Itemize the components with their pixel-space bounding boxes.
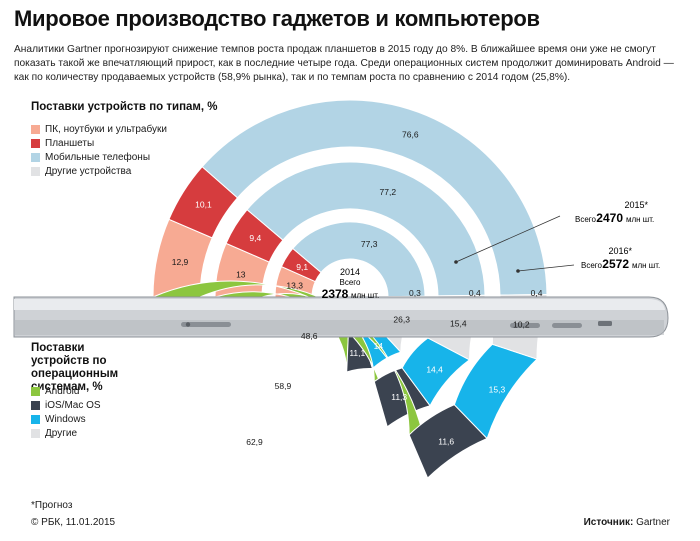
footnote: *Прогноз [31,500,73,511]
legend-swatch [31,125,40,134]
label-2014-windows: 14 [374,341,384,351]
legend-item-os_other: Другие [31,428,101,442]
legend-item-ios: iOS/Mac OS [31,400,101,414]
total-2015-dot [454,260,458,264]
label-2016-os_other: 10,2 [513,320,530,330]
tablet-button-1 [510,323,540,328]
copyright: © РБК, 11.01.2015 [31,517,116,528]
total-2015-value: 2470 [596,211,623,225]
label-2015-os_other: 15,4 [450,319,467,329]
device-type-rings [152,99,548,298]
legend-swatch [31,415,40,424]
label-2015-tablet: 9,4 [249,233,261,243]
label-2015-ios: 11,3 [391,392,407,402]
tablet-frame [13,296,669,338]
total-2014-label: Всего [340,278,362,287]
label-2015-mobile: 77,2 [380,187,397,197]
tablet-volume-key [181,322,231,327]
label-2014-pc: 13,3 [286,280,303,290]
legend-swatch [31,401,40,410]
total-2016-value: 2572 [602,257,629,271]
label-2015-pc: 13 [236,269,246,279]
legend-label: Другие [45,428,78,439]
totals: 2014 Всего 2378 млн шт. 2015* Всего 2470… [322,200,661,301]
legend-item-mobile: Мобильные телефоны [31,152,167,166]
label-2015-other: 0,4 [469,288,481,298]
label-2014-os_other: 26,3 [393,315,410,325]
label-2016-other: 0,4 [531,288,543,298]
legend-label: Windows [45,414,86,425]
device-types-legend: ПК, ноутбуки и ультрабуки Планшеты Мобильн… [31,124,167,180]
segment-2016-mobile [201,99,548,296]
device-types-title: Поставки устройств по типам, % [31,101,218,113]
total-2016-year: 2016* [608,246,632,256]
page-title: Мировое производство гаджетов и компьюте… [14,6,540,31]
total-2016-dot [516,269,520,273]
label-2016-android: 62,9 [246,437,263,447]
os-legend: Android iOS/Mac OS Windows Другие [31,386,101,442]
legend-label: iOS/Mac OS [45,400,101,411]
segment-2015-mobile [246,161,486,297]
ring-labels: 13,3 9,1 77,3 0,3 13 9,4 77,2 0,4 12,9 10,1 76,6 0,… [172,129,543,447]
total-2016-unit: млн шт. [632,261,660,270]
total-2014-year: 2014 [340,267,360,277]
label-2014-android: 48,6 [301,331,318,341]
label-2014-tablet: 9,1 [296,262,308,272]
legend-item-other: Другие устройства [31,166,167,180]
legend-label: ПК, ноутбуки и ультрабуки [45,124,167,135]
label-2016-pc: 12,9 [172,257,189,267]
tablet-camera [185,322,191,327]
legend-item-windows: Windows [31,414,101,428]
total-2016-leader [517,264,575,272]
label-2016-tablet: 10,1 [195,199,212,209]
segment-2014-mobile [292,221,426,298]
label-2016-windows: 15,3 [489,384,506,394]
legend-label: Android [45,386,80,397]
label-2015-windows: 14,4 [426,365,443,375]
tablet-button-2 [552,323,582,328]
tablet-port [598,321,612,326]
total-2014-value: 2378 [322,287,349,301]
legend-label: Планшеты [45,138,95,149]
legend-label: Другие устройства [45,166,132,177]
label-2015-android: 58,9 [275,381,292,391]
label-2016-ios: 11,6 [438,436,454,446]
total-2015-year: 2015* [624,200,648,210]
legend-item-android: Android [31,386,101,400]
legend-item-tablet: Планшеты [31,138,167,152]
legend-swatch [31,153,40,162]
source-value: Gartner [636,517,670,528]
label-2014-ios: 11,1 [349,348,365,358]
label-2014-mobile: 77,3 [361,239,378,249]
source: Источник: Gartner [584,517,670,528]
legend-item-pc: ПК, ноутбуки и ультрабуки [31,124,167,138]
legend-swatch [31,429,40,438]
total-2015-label: Всего [575,215,597,224]
legend-swatch [31,387,40,396]
os-title: Поставки устройств по операционным систе… [31,342,119,393]
label-2014-other: 0,3 [409,288,421,298]
tablet-highlight [14,299,665,310]
total-2015-leader [455,215,561,263]
legend-swatch [31,139,40,148]
legend-label: Мобильные телефоны [45,152,151,163]
total-2015-unit: млн шт. [626,215,654,224]
label-2016-mobile: 76,6 [402,129,419,139]
intro-text: Аналитики Gartner прогнозируют снижение … [14,44,674,83]
total-2014-unit: млн шт. [351,291,379,300]
source-label: Источник: [583,517,634,528]
legend-swatch [31,167,40,176]
tablet-shadow [14,320,664,335]
total-2016-label: Всего [581,261,603,270]
